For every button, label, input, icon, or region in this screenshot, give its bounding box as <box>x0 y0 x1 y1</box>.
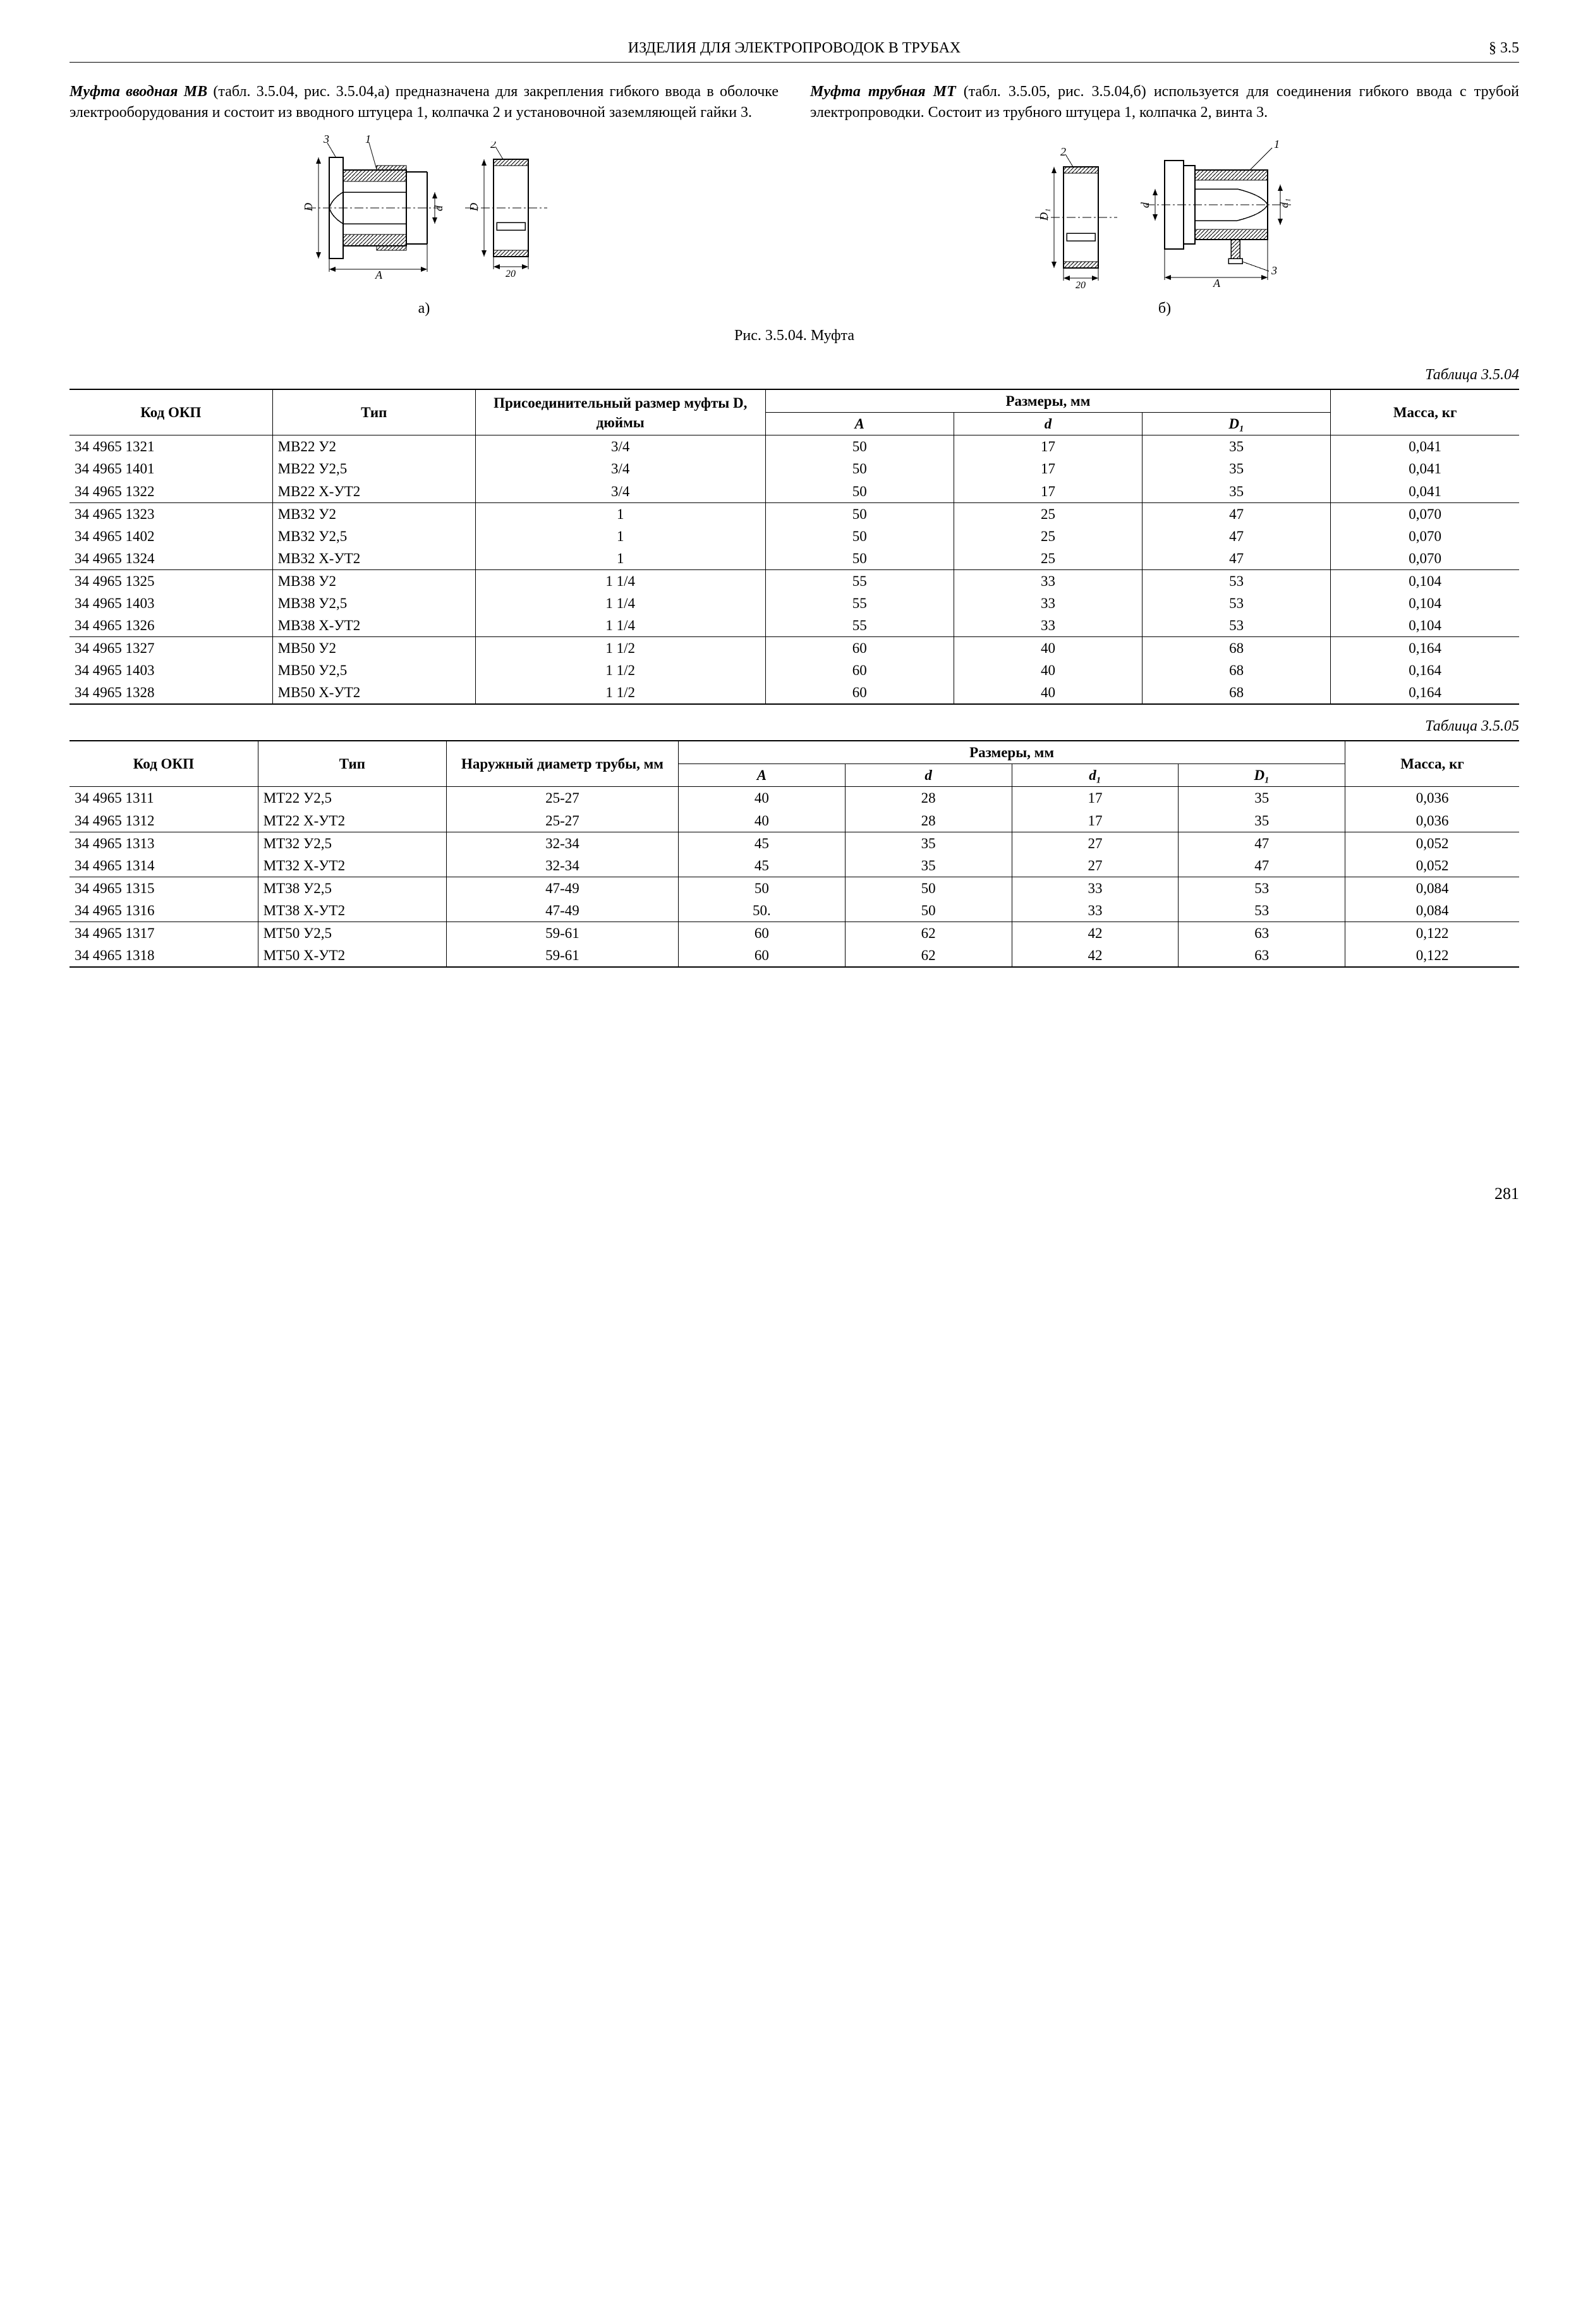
table-row: 34 4965 1323МВ32 У215025470,070 <box>70 502 1519 525</box>
figure-row: D d A 3 1 <box>70 135 1519 293</box>
svg-text:D₁: D₁ <box>1038 209 1050 221</box>
table-row: 34 4965 1322МВ22 Х-УТ23/45017350,041 <box>70 480 1519 503</box>
figure-a1-svg: D d A 3 1 <box>294 135 446 281</box>
header-title: ИЗДЕЛИЯ ДЛЯ ЭЛЕКТРОПРОВОДОК В ТРУБАХ <box>145 38 1443 58</box>
table-row: 34 4965 1401МВ22 У2,53/45017350,041 <box>70 458 1519 480</box>
table-row: 34 4965 1403МВ38 У2,51 1/45533530,104 <box>70 592 1519 614</box>
table-row: 34 4965 1311МТ22 У2,525-27402817350,036 <box>70 787 1519 810</box>
figure-b1-svg: D₁ 20 2 <box>1029 148 1124 293</box>
svg-text:1: 1 <box>1274 138 1280 150</box>
intro-left-lead: Муфта вводная МВ <box>70 83 207 100</box>
t2-h-mass: Масса, кг <box>1345 741 1519 787</box>
svg-text:1: 1 <box>365 135 371 145</box>
t1-h-mass: Масса, кг <box>1331 389 1519 435</box>
table-2: Код ОКП Тип Наружный диаметр трубы, мм Р… <box>70 740 1519 967</box>
intro-right: Муфта трубная МТ (табл. 3.5.05, рис. 3.5… <box>810 82 1519 123</box>
svg-text:d: d <box>432 205 445 211</box>
figure-b: D₁ 20 2 <box>810 135 1519 293</box>
table-row: 34 4965 1313МТ32 У2,532-34453527470,052 <box>70 832 1519 855</box>
svg-text:A: A <box>1213 277 1221 289</box>
table-row: 34 4965 1321МВ22 У23/45017350,041 <box>70 435 1519 458</box>
svg-text:A: A <box>375 269 383 281</box>
header-section: § 3.5 <box>1443 38 1519 58</box>
table-row: 34 4965 1402МВ32 У2,515025470,070 <box>70 525 1519 547</box>
table-1: Код ОКП Тип Присоединительный размер муф… <box>70 389 1519 705</box>
table-row: 34 4965 1312МТ22 Х-УТ225-27402817350,036 <box>70 810 1519 832</box>
svg-text:20: 20 <box>506 269 516 279</box>
t2-h-A: A <box>678 764 845 787</box>
figure-a2-svg: D 20 2 <box>459 142 554 281</box>
intro-left: Муфта вводная МВ (табл. 3.5.04, рис. 3.5… <box>70 82 779 123</box>
t1-h-D1: D₁ <box>1143 413 1331 435</box>
table-row: 34 4965 1324МВ32 Х-УТ215025470,070 <box>70 547 1519 570</box>
table-row: 34 4965 1317МТ50 У2,559-61606242630,122 <box>70 922 1519 944</box>
svg-text:d: d <box>1139 202 1151 208</box>
table-row: 34 4965 1326МВ38 Х-УТ21 1/45533530,104 <box>70 614 1519 637</box>
table-row: 34 4965 1315МТ38 У2,547-49505033530,084 <box>70 877 1519 899</box>
svg-text:D: D <box>468 203 480 212</box>
t2-h-d1: d₁ <box>1012 764 1179 787</box>
figure-caption: Рис. 3.5.04. Муфта <box>70 325 1519 346</box>
t1-h-d: d <box>954 413 1142 435</box>
t2-h-okp: Код ОКП <box>70 741 258 787</box>
figure-label-a: а) <box>70 298 779 319</box>
page-header: ИЗДЕЛИЯ ДЛЯ ЭЛЕКТРОПРОВОДОК В ТРУБАХ § 3… <box>70 38 1519 63</box>
svg-text:D: D <box>302 203 315 212</box>
figure-b2-svg: d d₁ A 1 3 <box>1136 135 1300 293</box>
t1-h-conn: Присоединительный размер муфты D, дюймы <box>475 389 765 435</box>
table-row: 34 4965 1318МТ50 Х-УТ259-61606242630,122 <box>70 944 1519 967</box>
t2-h-type: Тип <box>258 741 446 787</box>
table-row: 34 4965 1328МВ50 Х-УТ21 1/26040680,164 <box>70 681 1519 704</box>
t1-h-type: Тип <box>272 389 475 435</box>
table-row: 34 4965 1403МВ50 У2,51 1/26040680,164 <box>70 659 1519 681</box>
t2-h-dims: Размеры, мм <box>678 741 1345 764</box>
svg-text:2: 2 <box>490 142 496 150</box>
table-row: 34 4965 1314МТ32 Х-УТ232-34453527470,052 <box>70 855 1519 877</box>
t2-h-D1: D₁ <box>1179 764 1345 787</box>
svg-text:3: 3 <box>323 135 329 145</box>
intro-right-lead: Муфта трубная МТ <box>810 83 956 100</box>
svg-text:20: 20 <box>1076 280 1086 291</box>
table-row: 34 4965 1327МВ50 У21 1/26040680,164 <box>70 636 1519 659</box>
page-number: 281 <box>70 1183 1519 1205</box>
svg-text:3: 3 <box>1271 264 1277 277</box>
t2-h-d: d <box>845 764 1012 787</box>
table-row: 34 4965 1325МВ38 У21 1/45533530,104 <box>70 569 1519 592</box>
svg-text:2: 2 <box>1060 148 1066 158</box>
figure-label-b: б) <box>810 298 1519 319</box>
table1-title: Таблица 3.5.04 <box>70 365 1519 385</box>
t2-h-diam: Наружный диаметр трубы, мм <box>446 741 678 787</box>
t1-h-A: A <box>765 413 954 435</box>
t1-h-dims: Размеры, мм <box>765 389 1331 413</box>
table-row: 34 4965 1316МТ38 Х-УТ247-4950.5033530,08… <box>70 899 1519 922</box>
table2-title: Таблица 3.5.05 <box>70 716 1519 736</box>
intro-columns: Муфта вводная МВ (табл. 3.5.04, рис. 3.5… <box>70 82 1519 123</box>
t1-h-okp: Код ОКП <box>70 389 272 435</box>
figure-a: D d A 3 1 <box>70 135 779 293</box>
svg-text:d₁: d₁ <box>1278 198 1290 208</box>
figure-labels: а) б) <box>70 298 1519 319</box>
